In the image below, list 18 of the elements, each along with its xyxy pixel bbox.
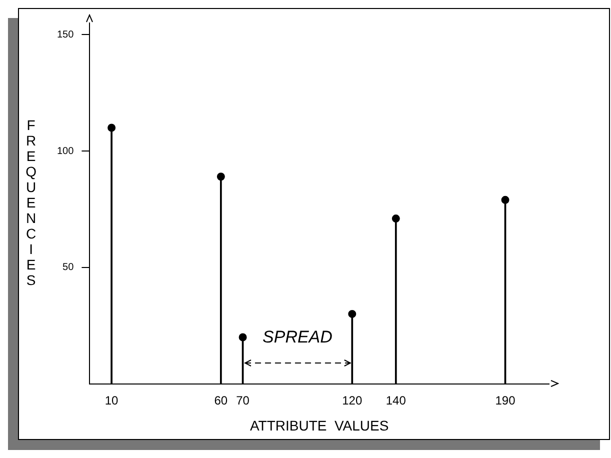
x-tick-label: 10 <box>104 393 119 408</box>
text: FREQUENCIES <box>26 116 36 288</box>
y-tick-label: 50 <box>62 262 74 274</box>
point <box>238 333 247 342</box>
x-tick-label: 120 <box>342 393 362 408</box>
x-tick-label: 190 <box>495 393 516 408</box>
annotation: SPREAD <box>262 328 332 347</box>
x-tick-label: 60 <box>214 393 228 408</box>
x-tick-label: 140 <box>386 393 406 408</box>
point <box>501 196 510 204</box>
x-axis-title: ATTRIBUTE VALUES <box>250 417 389 434</box>
x-tick-label: 70 <box>236 393 250 408</box>
point <box>108 124 116 132</box>
y-tick-label: 150 <box>56 29 74 40</box>
point <box>216 172 225 181</box>
y-tick-label: 100 <box>56 146 74 157</box>
point <box>348 310 356 318</box>
point <box>392 214 400 223</box>
